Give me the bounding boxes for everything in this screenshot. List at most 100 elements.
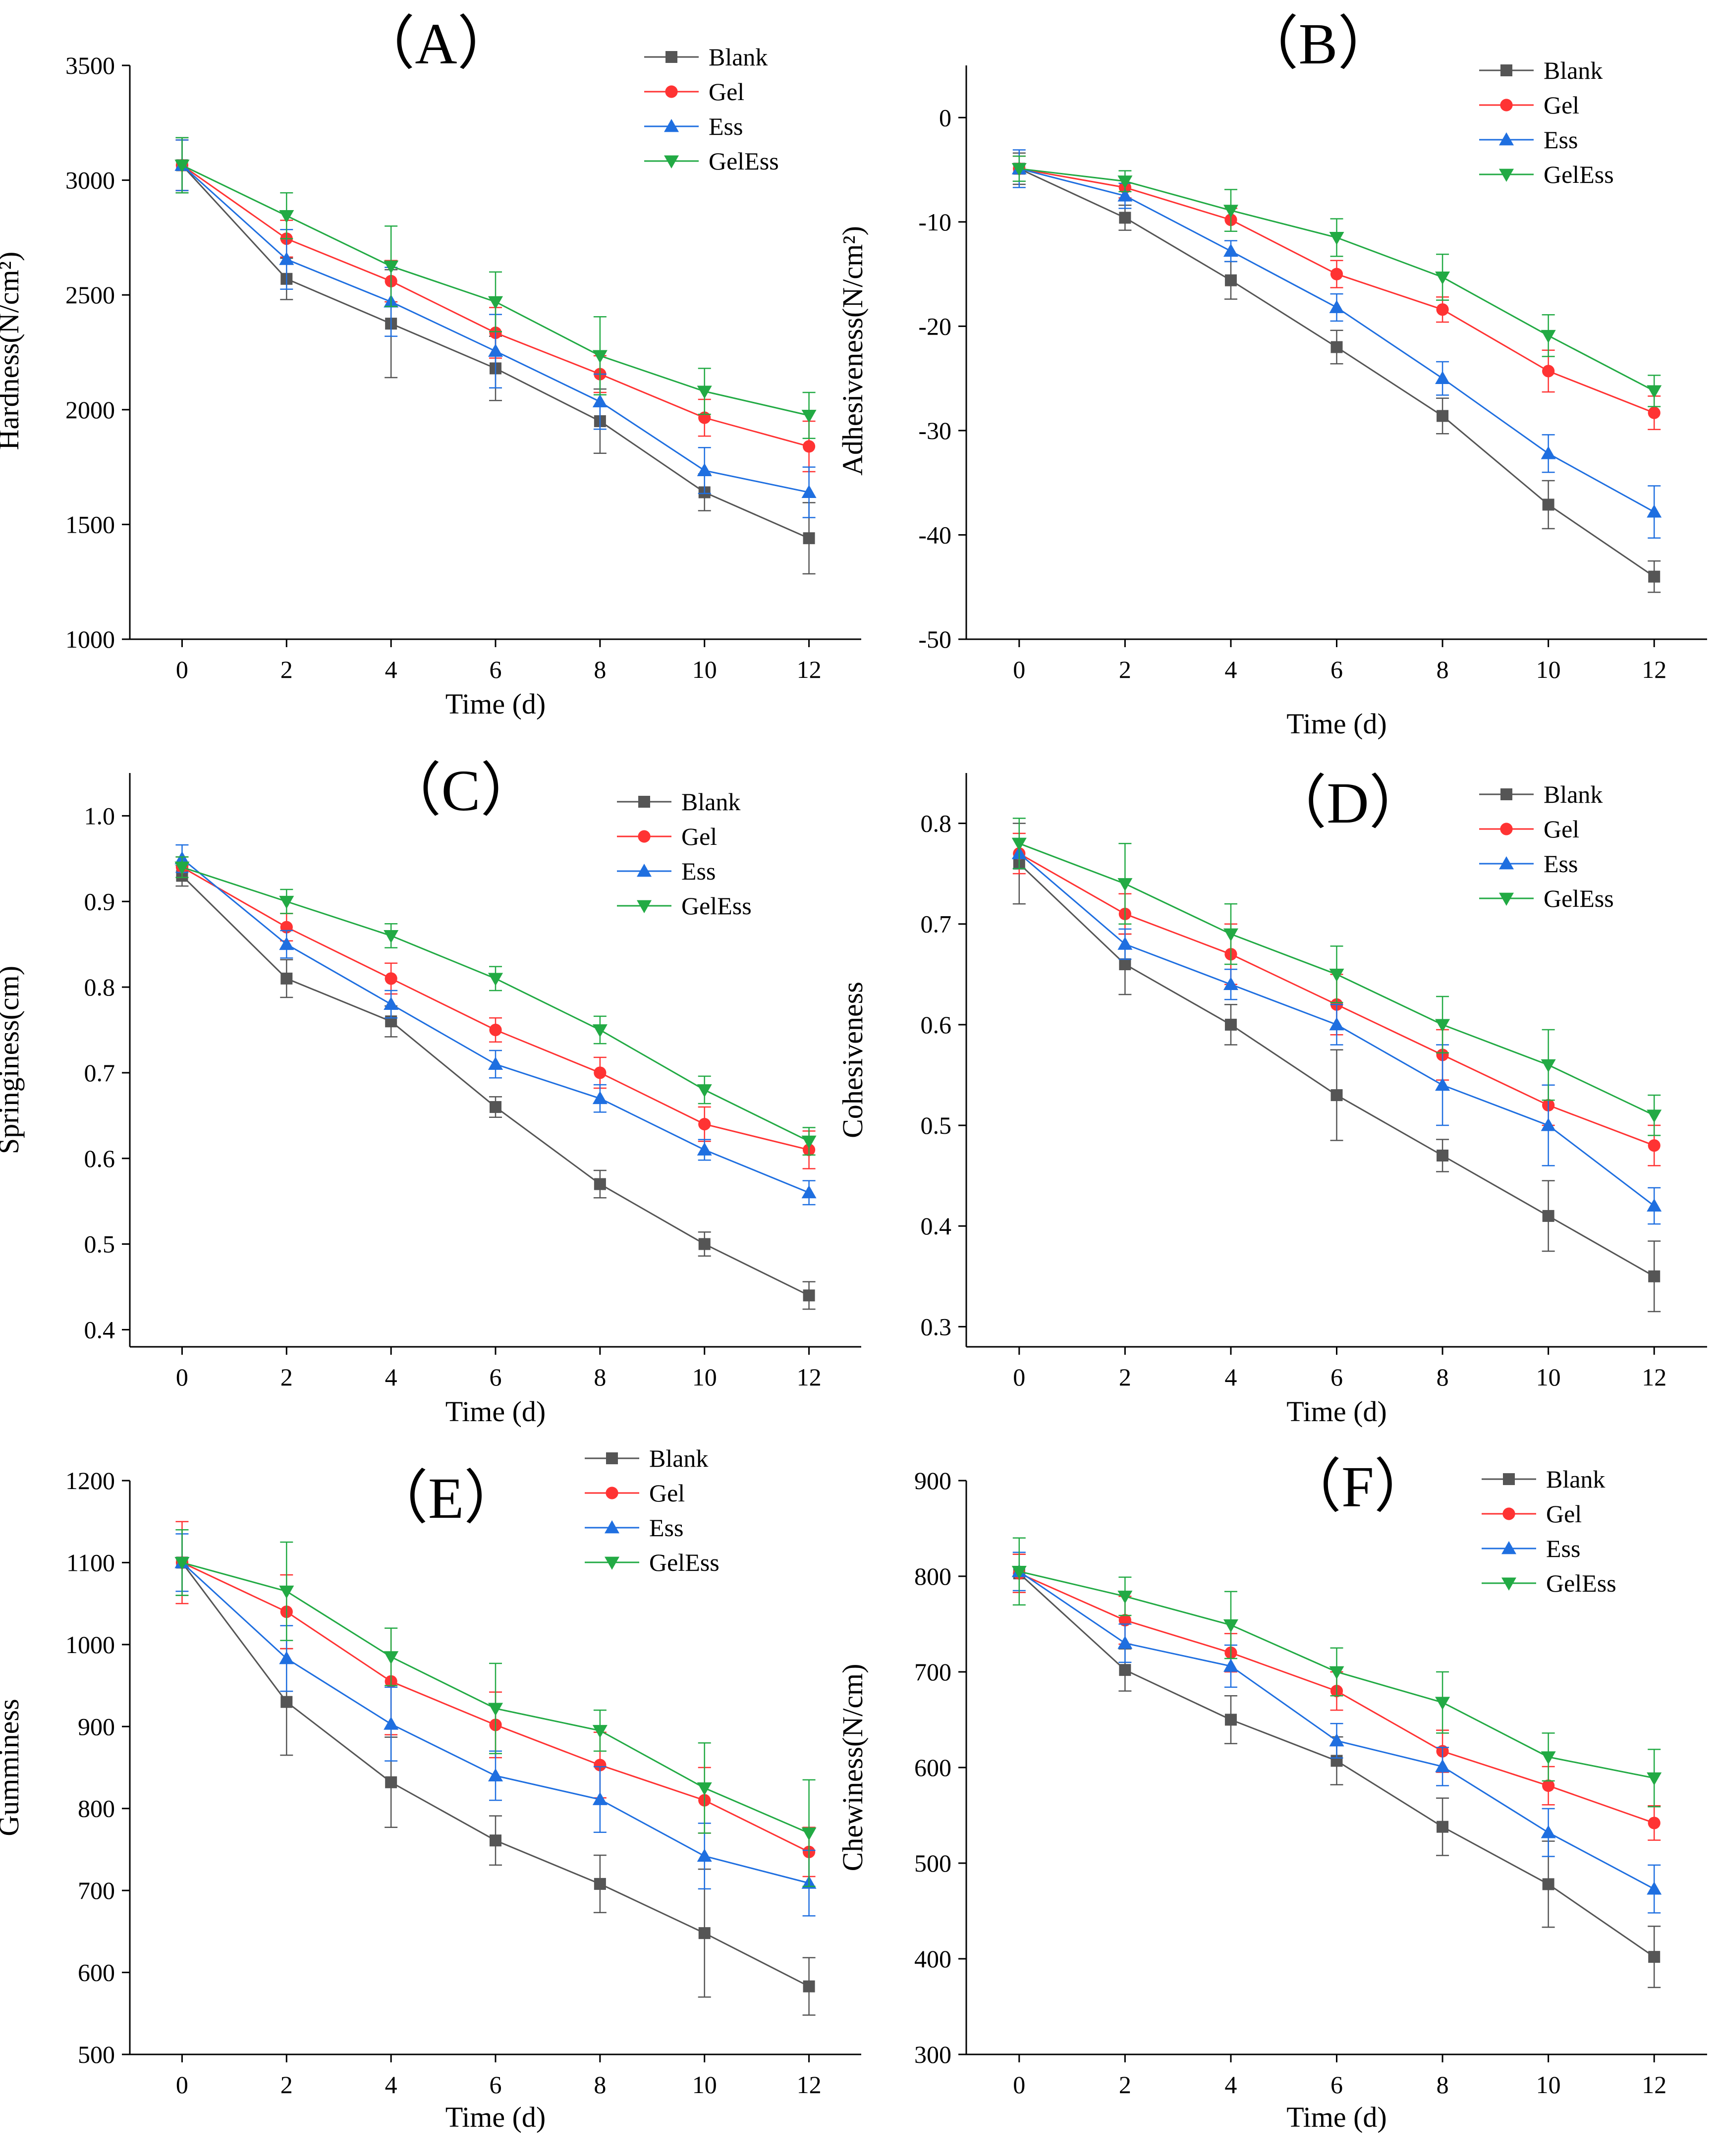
y-tick-label: -50 [918, 625, 951, 653]
data-point [1541, 1825, 1556, 1838]
chart-panel-b: 0 2 4 6 8 10 12 -50 -40 -30 -20 -10 0 Time (d) Adhesiv… [836, 11, 1707, 740]
data-point [1223, 205, 1238, 218]
data-point [592, 394, 608, 407]
y-tick-label: 1.0 [84, 802, 115, 829]
x-tick-label: 6 [1330, 1363, 1343, 1391]
y-tick-label: 0.5 [921, 1111, 952, 1139]
chart-panel-d: 0 2 4 6 8 10 12 0.3 0.4 0.5 0.6 0.7 0.8 Time (d) Cohes… [836, 771, 1707, 1428]
series-gel [1012, 155, 1661, 431]
data-point [279, 1651, 294, 1664]
legend-entry: GelEss [649, 1548, 720, 1576]
data-point [1435, 1759, 1450, 1772]
data-point [1541, 446, 1556, 459]
data-point [1648, 1951, 1661, 1963]
legend-entry: Gel [709, 78, 744, 106]
y-tick-label: 3500 [65, 52, 115, 79]
x-axis-title: Time (d) [1286, 2101, 1387, 2133]
y-tick-label: 800 [78, 1795, 115, 1823]
data-point [1648, 1270, 1661, 1282]
y-tick-label: 600 [914, 1754, 951, 1781]
legend-marker [605, 1556, 619, 1570]
data-point [592, 350, 608, 363]
data-point [1435, 371, 1450, 385]
data-point [384, 930, 399, 943]
x-tick-label: 4 [1224, 656, 1237, 683]
data-point [801, 1827, 817, 1841]
data-point [1119, 212, 1131, 224]
data-point [384, 1716, 399, 1730]
y-tick-label: 0.3 [921, 1313, 952, 1340]
data-point [698, 1238, 711, 1250]
y-axis-title: Adhesiveness(N/cm²) [836, 226, 869, 476]
legend-marker [1503, 1473, 1515, 1485]
legend-entry: GelEss [1544, 885, 1614, 912]
y-tick-label: 400 [914, 1945, 951, 1973]
data-point [1647, 1881, 1662, 1895]
legend-entry: Ess [681, 857, 716, 885]
data-point [1011, 1565, 1027, 1579]
data-point [279, 252, 294, 265]
data-point [1119, 1664, 1131, 1676]
chart-panel-c: 0 2 4 6 8 10 12 0.4 0.5 0.6 0.7 0.8 0.9 1.0 Time (d) Sp… [0, 758, 861, 1428]
x-tick-label: 12 [797, 656, 822, 683]
data-point [279, 937, 294, 950]
legend-marker [1500, 99, 1513, 111]
legend-entry: Gel [1544, 91, 1579, 119]
data-point [1223, 977, 1238, 991]
data-point [697, 386, 712, 399]
data-point [489, 1023, 502, 1037]
x-tick-label: 2 [280, 656, 293, 683]
legend-marker [606, 1487, 618, 1499]
data-point [594, 1878, 606, 1890]
x-axis-title: Time (d) [445, 2101, 546, 2133]
y-axis-title: Springiness(cm) [0, 966, 25, 1154]
x-tick-label: 2 [280, 2071, 293, 2099]
x-tick-label: 12 [797, 1363, 822, 1391]
legend-entry: Ess [1546, 1535, 1580, 1562]
data-point [1119, 958, 1131, 970]
x-tick-label: 10 [1536, 656, 1561, 683]
data-point [1329, 232, 1344, 245]
data-point [279, 1585, 294, 1599]
legend-entry: Gel [1544, 815, 1579, 843]
legend-entry: Blank [709, 43, 768, 71]
legend-marker [1500, 823, 1513, 835]
data-point [488, 1056, 503, 1070]
data-point [280, 972, 293, 985]
x-tick-label: 4 [385, 656, 397, 683]
y-tick-label: -10 [918, 208, 951, 236]
y-tick-label: 800 [914, 1562, 951, 1590]
y-tick-label: 1200 [65, 1467, 115, 1494]
data-point [1541, 1751, 1556, 1765]
data-point [385, 1776, 397, 1788]
x-tick-label: 10 [692, 656, 717, 683]
data-point [698, 1927, 711, 1939]
data-point [1648, 406, 1661, 419]
data-point [1648, 1817, 1661, 1829]
y-tick-label: 1000 [65, 625, 115, 653]
y-tick-label: 900 [914, 1467, 951, 1494]
data-point [1437, 1150, 1449, 1161]
legend-entry: GelEss [1546, 1569, 1616, 1597]
data-point [802, 440, 816, 453]
data-point [1118, 1614, 1131, 1627]
data-point [488, 296, 503, 310]
legend-entry: Blank [649, 1444, 708, 1472]
data-point [1011, 163, 1027, 176]
data-point [1117, 937, 1133, 950]
y-tick-label: 0.7 [921, 910, 952, 938]
y-tick-label: -40 [918, 521, 951, 549]
legend-marker [605, 1520, 619, 1534]
data-point [174, 160, 190, 173]
legend-marker [638, 830, 651, 843]
x-tick-label: 12 [1642, 2071, 1666, 2099]
x-tick-label: 4 [385, 2071, 397, 2099]
panel-label: （D） [1268, 771, 1427, 835]
data-point [803, 1289, 815, 1302]
data-point [594, 1066, 607, 1079]
x-tick-label: 10 [692, 2071, 717, 2099]
data-point [1329, 1666, 1344, 1679]
